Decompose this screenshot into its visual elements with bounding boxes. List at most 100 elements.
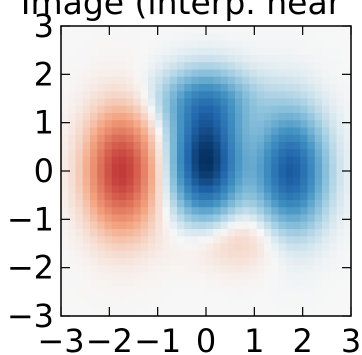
heatmap-cell <box>119 214 127 223</box>
heatmap-cell <box>322 47 330 56</box>
heatmap-cell <box>140 156 149 165</box>
heatmap-cell <box>97 221 106 230</box>
heatmap-cell <box>285 250 294 259</box>
heatmap-cell <box>169 156 178 165</box>
heatmap-cell <box>184 69 193 78</box>
heatmap-cell <box>191 185 200 194</box>
heatmap-cell <box>82 294 91 303</box>
heatmap-cell <box>90 236 98 245</box>
heatmap-cell <box>264 192 272 201</box>
heatmap-cell <box>90 243 98 252</box>
heatmap-cell <box>329 214 338 223</box>
heatmap-cell <box>285 98 294 107</box>
heatmap-cell <box>97 279 106 288</box>
heatmap-cell <box>285 265 294 274</box>
heatmap-cell <box>75 40 84 49</box>
heatmap-cell <box>249 308 258 317</box>
heatmap-cell <box>242 127 251 136</box>
heatmap-cell <box>68 149 77 158</box>
heatmap-cell <box>285 192 294 201</box>
heatmap-cell <box>140 192 149 201</box>
heatmap-cell <box>307 221 316 230</box>
heatmap-cell <box>235 200 243 208</box>
heatmap-cell <box>322 142 330 150</box>
heatmap-cell <box>155 294 164 303</box>
heatmap-cell <box>169 192 178 201</box>
heatmap-cell <box>191 301 200 310</box>
heatmap-cell <box>322 69 330 78</box>
heatmap-cell <box>177 62 185 71</box>
heatmap-cell <box>249 243 258 252</box>
heatmap-cell <box>206 243 214 252</box>
heatmap-cell <box>126 142 135 150</box>
heatmap-cell <box>133 287 142 295</box>
heatmap-cell <box>75 105 84 114</box>
y-tick-label: −3 <box>7 297 54 335</box>
heatmap-cell <box>111 200 120 208</box>
heatmap-cell <box>322 294 330 303</box>
heatmap-cell <box>169 69 178 78</box>
heatmap-cell <box>314 113 323 121</box>
heatmap-cell <box>329 40 338 49</box>
heatmap-cell <box>271 236 280 245</box>
heatmap-cell <box>90 229 98 237</box>
heatmap-cell <box>155 200 164 208</box>
heatmap-cell <box>104 236 113 245</box>
heatmap-cell <box>97 229 106 237</box>
heatmap-cell <box>307 69 316 78</box>
heatmap-cell <box>162 156 171 165</box>
heatmap-cell <box>177 192 185 201</box>
heatmap-cell <box>322 26 330 34</box>
heatmap-cell <box>227 91 236 100</box>
heatmap-cell <box>343 250 352 259</box>
heatmap-cell <box>162 55 171 63</box>
heatmap-cell <box>220 40 229 49</box>
heatmap-cell <box>75 294 84 303</box>
heatmap-cell <box>126 250 135 259</box>
heatmap-cell <box>249 76 258 85</box>
heatmap-cell <box>68 221 77 230</box>
heatmap-cell <box>343 33 352 42</box>
heatmap-cell <box>235 47 243 56</box>
heatmap-cell <box>329 134 338 143</box>
heatmap-cell <box>249 127 258 136</box>
heatmap-cell <box>278 214 287 223</box>
heatmap-cell <box>148 105 156 114</box>
heatmap-cell <box>184 200 193 208</box>
heatmap-cell <box>169 40 178 49</box>
heatmap-cell <box>90 185 98 194</box>
heatmap-cell <box>111 134 120 143</box>
heatmap-cell <box>322 134 330 143</box>
heatmap-cell <box>148 258 156 266</box>
heatmap-cell <box>111 192 120 201</box>
heatmap-cell <box>242 76 251 85</box>
heatmap-cell <box>198 69 207 78</box>
heatmap-cell <box>133 113 142 121</box>
heatmap-cell <box>177 84 185 92</box>
heatmap-cell <box>256 185 265 194</box>
heatmap-cell <box>220 243 229 252</box>
heatmap-cell <box>256 105 265 114</box>
heatmap-cell <box>140 236 149 245</box>
heatmap-cell <box>133 156 142 165</box>
heatmap-cell <box>271 134 280 143</box>
heatmap-cell <box>271 192 280 201</box>
heatmap-cell <box>169 236 178 245</box>
heatmap-cell <box>140 200 149 208</box>
heatmap-cell <box>61 26 69 34</box>
heatmap-cell <box>307 120 316 129</box>
heatmap-cell <box>169 243 178 252</box>
heatmap-cell <box>307 308 316 317</box>
heatmap-cell <box>256 229 265 237</box>
heatmap-cell <box>162 69 171 78</box>
heatmap-cell <box>293 236 301 245</box>
heatmap-cell <box>235 178 243 187</box>
heatmap-cell <box>227 272 236 281</box>
heatmap-cell <box>249 33 258 42</box>
heatmap-cell <box>278 47 287 56</box>
heatmap-cell <box>104 214 113 223</box>
heatmap-cell <box>322 301 330 310</box>
heatmap-cell <box>235 120 243 129</box>
heatmap-cell <box>336 105 345 114</box>
heatmap-cell <box>227 76 236 85</box>
